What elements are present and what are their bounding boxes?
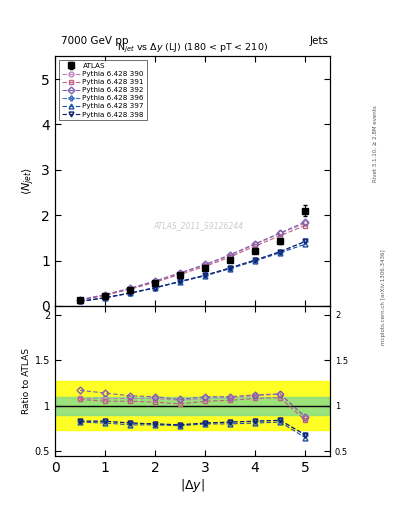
Pythia 6.428 398 (253, 257, 257, 263)
Pythia 6.428 397 (228, 266, 232, 272)
Pythia 6.428 392 (278, 230, 283, 236)
Y-axis label: Ratio to ATLAS: Ratio to ATLAS (22, 348, 31, 414)
Pythia 6.428 390 (303, 220, 307, 226)
Pythia 6.428 396 (178, 279, 182, 285)
Pythia 6.428 391 (203, 263, 208, 269)
Pythia 6.428 390 (153, 279, 158, 285)
Pythia 6.428 391 (303, 223, 307, 229)
Legend: ATLAS, Pythia 6.428 390, Pythia 6.428 391, Pythia 6.428 392, Pythia 6.428 396, P: ATLAS, Pythia 6.428 390, Pythia 6.428 39… (59, 60, 147, 120)
Pythia 6.428 397 (78, 298, 83, 305)
Pythia 6.428 397 (203, 273, 208, 279)
Line: Pythia 6.428 397: Pythia 6.428 397 (77, 242, 308, 304)
Pythia 6.428 397 (253, 258, 257, 264)
Pythia 6.428 398 (278, 249, 283, 255)
Text: Rivet 3.1.10, ≥ 2.8M events: Rivet 3.1.10, ≥ 2.8M events (373, 105, 378, 182)
Pythia 6.428 391 (278, 232, 283, 239)
Pythia 6.428 390 (278, 230, 283, 237)
Line: Pythia 6.428 396: Pythia 6.428 396 (77, 239, 308, 304)
Pythia 6.428 398 (203, 272, 208, 279)
Pythia 6.428 398 (303, 239, 307, 245)
Line: Pythia 6.428 390: Pythia 6.428 390 (77, 221, 308, 303)
Pythia 6.428 391 (103, 292, 107, 298)
Pythia 6.428 396 (278, 249, 283, 255)
Pythia 6.428 392 (203, 261, 208, 267)
Pythia 6.428 392 (78, 296, 83, 303)
Pythia 6.428 390 (103, 292, 107, 298)
Pythia 6.428 397 (278, 250, 283, 256)
Pythia 6.428 392 (103, 291, 107, 297)
Pythia 6.428 396 (253, 257, 257, 263)
Pythia 6.428 397 (153, 285, 158, 291)
Pythia 6.428 391 (128, 286, 132, 292)
Pythia 6.428 392 (228, 252, 232, 258)
Pythia 6.428 398 (78, 298, 83, 305)
Text: ATLAS_2011_S9126244: ATLAS_2011_S9126244 (153, 222, 243, 230)
Pythia 6.428 396 (303, 239, 307, 245)
Pythia 6.428 396 (203, 272, 208, 279)
Text: Jets: Jets (309, 36, 328, 46)
Pythia 6.428 396 (128, 290, 132, 296)
Pythia 6.428 390 (178, 270, 182, 276)
Pythia 6.428 390 (128, 286, 132, 292)
Pythia 6.428 391 (253, 243, 257, 249)
Y-axis label: $\langle N_{jet}\rangle$: $\langle N_{jet}\rangle$ (21, 167, 37, 195)
Pythia 6.428 392 (303, 219, 307, 225)
Text: mcplots.cern.ch [arXiv:1306.3436]: mcplots.cern.ch [arXiv:1306.3436] (381, 249, 386, 345)
Bar (55, 397, 330, 415)
Pythia 6.428 396 (78, 298, 83, 305)
Pythia 6.428 390 (78, 297, 83, 303)
Pythia 6.428 391 (153, 279, 158, 285)
Pythia 6.428 398 (178, 279, 182, 285)
Pythia 6.428 396 (153, 285, 158, 291)
Pythia 6.428 397 (178, 279, 182, 285)
Pythia 6.428 390 (253, 241, 257, 247)
Pythia 6.428 391 (178, 271, 182, 278)
Pythia 6.428 397 (303, 241, 307, 247)
Pythia 6.428 398 (153, 285, 158, 291)
Text: 7000 GeV pp: 7000 GeV pp (61, 36, 129, 46)
Pythia 6.428 398 (228, 265, 232, 271)
Pythia 6.428 392 (178, 270, 182, 276)
Pythia 6.428 390 (203, 262, 208, 268)
Bar (55, 381, 330, 430)
Pythia 6.428 398 (128, 290, 132, 296)
Pythia 6.428 390 (228, 252, 232, 259)
Pythia 6.428 398 (103, 294, 107, 301)
Pythia 6.428 392 (253, 241, 257, 247)
Line: Pythia 6.428 391: Pythia 6.428 391 (77, 223, 308, 303)
Pythia 6.428 392 (128, 285, 132, 291)
Line: Pythia 6.428 398: Pythia 6.428 398 (77, 239, 308, 304)
Pythia 6.428 397 (103, 295, 107, 301)
Pythia 6.428 391 (228, 254, 232, 260)
Pythia 6.428 397 (128, 290, 132, 296)
Title: N$_{jet}$ vs $\Delta y$ (LJ) (180 < pT < 210): N$_{jet}$ vs $\Delta y$ (LJ) (180 < pT <… (117, 42, 268, 55)
Pythia 6.428 391 (78, 297, 83, 303)
Pythia 6.428 396 (228, 265, 232, 271)
Pythia 6.428 396 (103, 294, 107, 301)
Line: Pythia 6.428 392: Pythia 6.428 392 (77, 220, 308, 302)
Pythia 6.428 392 (153, 278, 158, 284)
X-axis label: $|\Delta y|$: $|\Delta y|$ (180, 477, 205, 494)
